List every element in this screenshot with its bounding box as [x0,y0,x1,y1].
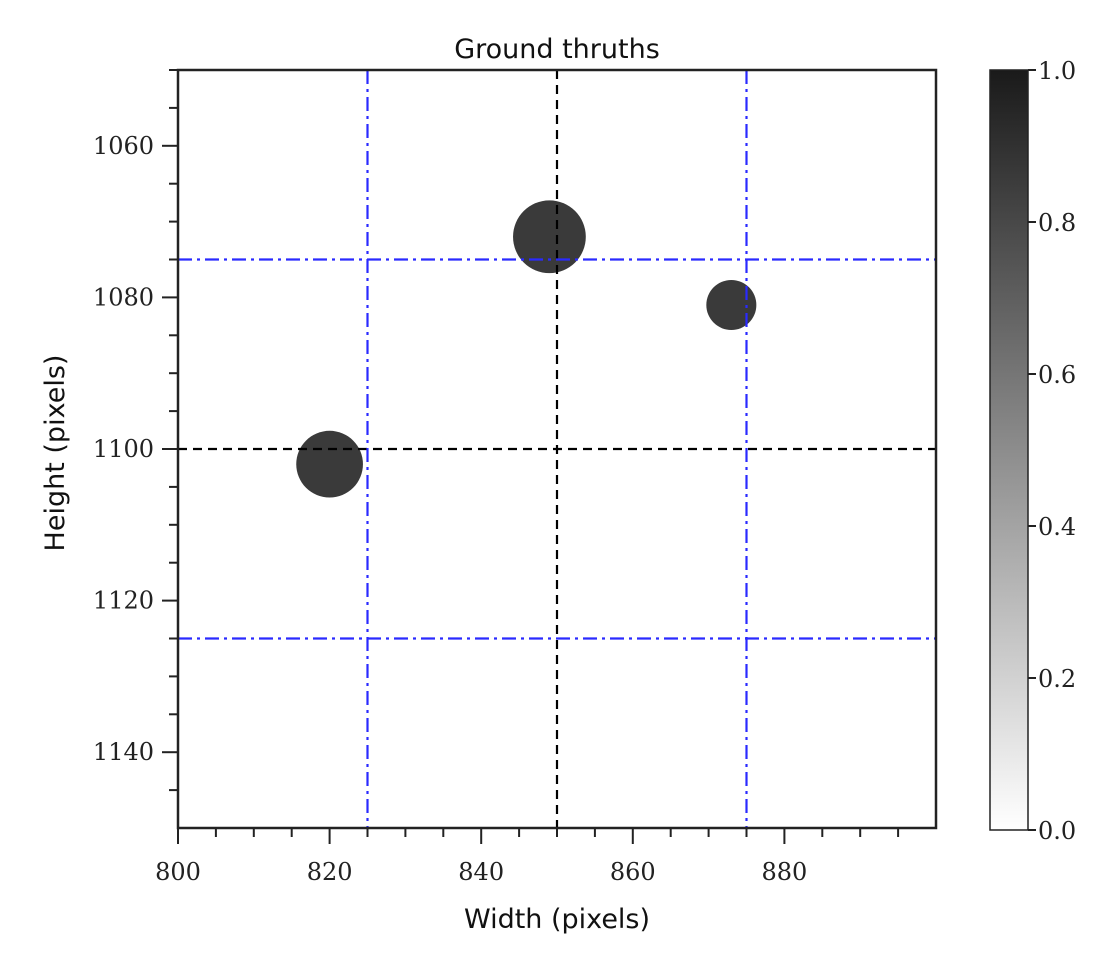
y-axis-title: Height (pixels) [40,355,71,552]
x-tick-label: 840 [458,858,504,886]
y-axis: 1060 1080 1100 1120 1140 [93,69,178,792]
blob-3 [296,430,363,498]
x-axis: 800 820 840 860 880 [155,828,900,886]
x-tick-label: 800 [155,858,201,886]
blob-1 [513,200,586,274]
y-tick-label: 1060 [93,132,154,160]
x-tick-label: 880 [761,858,807,886]
x-tick-label: 860 [610,858,656,886]
colorbar-ticks: 0.0 0.2 0.4 0.6 0.8 1.0 [1028,57,1076,845]
x-tick-label: 820 [307,858,353,886]
blobs-layer [296,200,757,498]
colorbar-tick-label: 1.0 [1038,57,1076,85]
blob-2 [706,279,757,330]
y-tick-label: 1100 [93,435,154,463]
reference-lines-layer [178,70,936,828]
y-tick-label: 1080 [93,283,154,311]
colorbar-tick-label: 0.2 [1038,665,1076,693]
y-tick-label: 1120 [93,587,154,615]
colorbar-tick-label: 0.6 [1038,361,1076,389]
colorbar-tick-label: 0.4 [1038,513,1076,541]
colorbar-tick-label: 0.0 [1038,817,1076,845]
colorbar-tick-label: 0.8 [1038,209,1076,237]
colorbar-gradient [989,69,1029,831]
y-tick-label: 1140 [93,738,154,766]
chart-title: Ground thruths [454,34,660,65]
colorbar: 0.0 0.2 0.4 0.6 0.8 1.0 [989,57,1076,845]
x-axis-title: Width (pixels) [464,904,650,935]
plot-area [176,68,938,830]
